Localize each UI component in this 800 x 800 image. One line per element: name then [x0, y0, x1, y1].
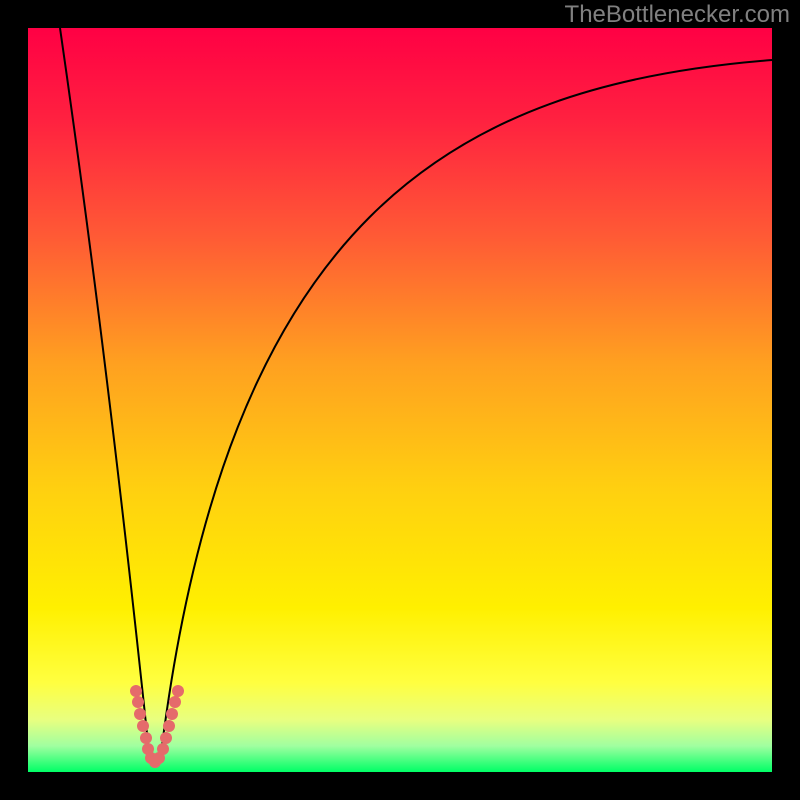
bottleneck-chart: TheBottlenecker.com: [0, 0, 800, 800]
watermark-text: TheBottlenecker.com: [565, 1, 790, 28]
chart-container: TheBottlenecker.com: [0, 0, 800, 800]
